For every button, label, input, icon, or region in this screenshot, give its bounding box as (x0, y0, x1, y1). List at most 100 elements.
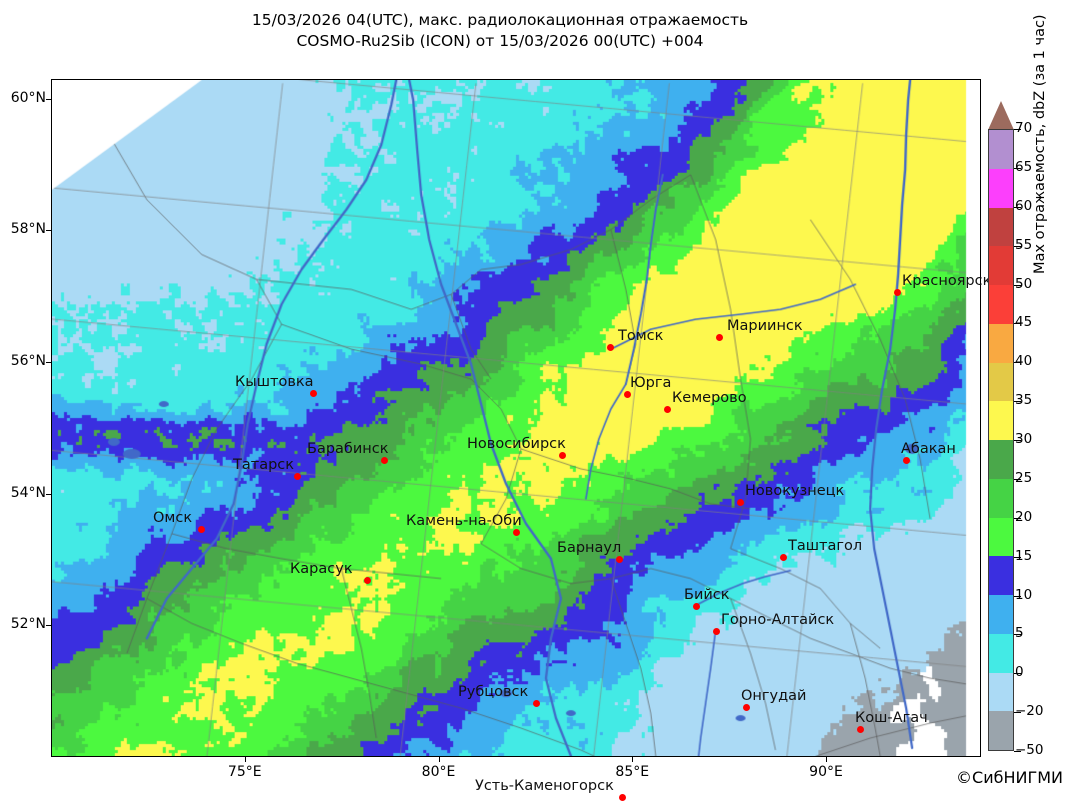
colorbar-segment-10..15 (989, 556, 1013, 595)
colorbar-tick-25: 25 (1015, 469, 1033, 486)
colorbar-tickmark-25 (1014, 478, 1021, 480)
colorbar-tick-15: 15 (1015, 547, 1033, 564)
x-axis-tickmark-2 (632, 757, 634, 762)
colorbar-segment-20..25 (989, 478, 1013, 518)
city-label-4: Юрга (630, 375, 672, 391)
x-axis-tick-1: 80°E (421, 764, 456, 780)
city-dot-1 (607, 344, 614, 351)
x-axis-tickmark-1 (438, 757, 440, 762)
colorbar-segment-15..20 (989, 517, 1013, 557)
colorbar-tick-70: 70 (1015, 120, 1033, 136)
colorbar-tick-0: 0 (1015, 664, 1024, 681)
city-dot-13 (780, 554, 787, 561)
colorbar-tickmark-50 (1014, 284, 1021, 286)
y-axis-tickmark-3 (46, 493, 51, 495)
watermark-sibnigmi: ©СибНИГМИ (956, 768, 1063, 787)
colorbar-tickmark-−50 (1014, 751, 1021, 752)
city-label-21: Усть-Каменогорск (475, 778, 614, 794)
city-dot-3 (894, 289, 901, 296)
y-axis-tick-1: 58°N (10, 221, 46, 238)
city-dot-9 (903, 457, 910, 464)
colorbar-segment--20..0 (989, 672, 1013, 712)
colorbar-segment-50..55 (989, 246, 1013, 285)
y-axis-tick-3: 54°N (10, 484, 46, 501)
city-dot-5 (664, 406, 671, 413)
city-label-19: Онгудай (741, 688, 807, 704)
colorbar-segment--50..-20 (989, 711, 1013, 750)
colorbar-tickmark-0 (1014, 673, 1021, 675)
x-axis-tickmark-0 (244, 757, 246, 762)
colorbar-segment-25..30 (989, 440, 1013, 479)
city-dot-18 (533, 700, 540, 707)
city-label-1: Томск (618, 328, 664, 344)
colorbar-over-arrow-icon (988, 101, 1014, 130)
city-dot-12 (513, 529, 520, 536)
city-dot-19 (743, 704, 750, 711)
city-label-7: Татарск (233, 457, 295, 473)
city-dot-10 (737, 499, 744, 506)
y-axis-tick-0: 60°N (10, 89, 46, 106)
city-dot-14 (616, 556, 623, 563)
map-plot-area[interactable] (51, 79, 981, 757)
title-line-2: COSMO-Ru2Sib (ICON) от 15/03/2026 00(UTC… (296, 32, 704, 50)
city-dot-11 (198, 526, 205, 533)
colorbar-tickmark-40 (1014, 362, 1021, 364)
colorbar-segment-60..65 (989, 168, 1013, 208)
colorbar-segment-5..10 (989, 595, 1013, 634)
colorbar-tickmark-65 (1014, 167, 1021, 169)
colorbar-tickmark-−20 (1014, 712, 1021, 714)
colorbar-tick-40: 40 (1015, 353, 1033, 370)
y-axis-tickmark-1 (46, 230, 51, 232)
colorbar-tick-55: 55 (1015, 236, 1033, 253)
colorbar-tickmark-15 (1014, 556, 1021, 558)
city-dot-15 (364, 577, 371, 584)
city-label-14: Барнаул (557, 540, 622, 556)
colorbar-segment-55..60 (989, 207, 1013, 247)
x-axis-tickmark-3 (826, 757, 827, 762)
colorbar-segment-35..40 (989, 362, 1013, 402)
colorbar-tickmark-20 (1014, 517, 1021, 519)
colorbar-tick-35: 35 (1015, 392, 1033, 409)
city-label-15: Карасук (290, 561, 353, 577)
city-label-11: Омск (153, 510, 193, 526)
colorbar[interactable] (988, 101, 1014, 751)
colorbar-tickmark-55 (1014, 245, 1021, 247)
city-label-8: Новосибирск (467, 436, 566, 452)
colorbar-tickmark-70 (1014, 129, 1021, 130)
colorbar-tick-5: 5 (1015, 625, 1024, 642)
city-label-2: Мариинск (727, 318, 803, 334)
colorbar-tick-65: 65 (1015, 158, 1033, 175)
colorbar-tickmark-60 (1014, 206, 1021, 208)
city-label-20: Кош-Агач (855, 710, 928, 726)
colorbar-tickmark-10 (1014, 595, 1021, 597)
city-dot-21 (619, 794, 626, 801)
y-axis-tickmark-2 (46, 362, 51, 364)
radar-reflectivity-map[interactable] (52, 80, 980, 756)
city-label-0: Кыштовка (235, 374, 314, 390)
y-axis-tick-4: 52°N (10, 616, 46, 633)
colorbar-tick-−20: −20 (1015, 703, 1044, 720)
title-line-1: 15/03/2026 04(UTC), макс. радиолокационн… (251, 11, 749, 29)
colorbar-tick-30: 30 (1015, 431, 1033, 447)
colorbar-tick-50: 50 (1015, 275, 1033, 292)
city-dot-20 (857, 726, 864, 733)
city-label-13: Таштагол (788, 538, 863, 554)
colorbar-tick-45: 45 (1015, 314, 1033, 331)
city-label-16: Бийск (684, 587, 730, 603)
colorbar-segment-30..35 (989, 401, 1013, 440)
city-label-10: Новокузнецк (745, 483, 845, 499)
city-label-9: Абакан (901, 441, 956, 457)
colorbar-segment-0..5 (989, 633, 1013, 673)
city-label-18: Рубцовск (458, 684, 529, 700)
city-label-12: Камень-на-Оби (406, 513, 522, 529)
colorbar-tick-10: 10 (1015, 586, 1033, 603)
x-axis-tick-0: 75°E (227, 764, 262, 780)
colorbar-tickmark-35 (1014, 401, 1021, 403)
city-dot-8 (559, 452, 566, 459)
city-dot-6 (381, 457, 388, 464)
y-axis-tickmark-4 (46, 625, 51, 627)
city-dot-4 (624, 391, 631, 398)
city-dot-7 (294, 473, 301, 480)
city-label-6: Барабинск (307, 441, 389, 457)
